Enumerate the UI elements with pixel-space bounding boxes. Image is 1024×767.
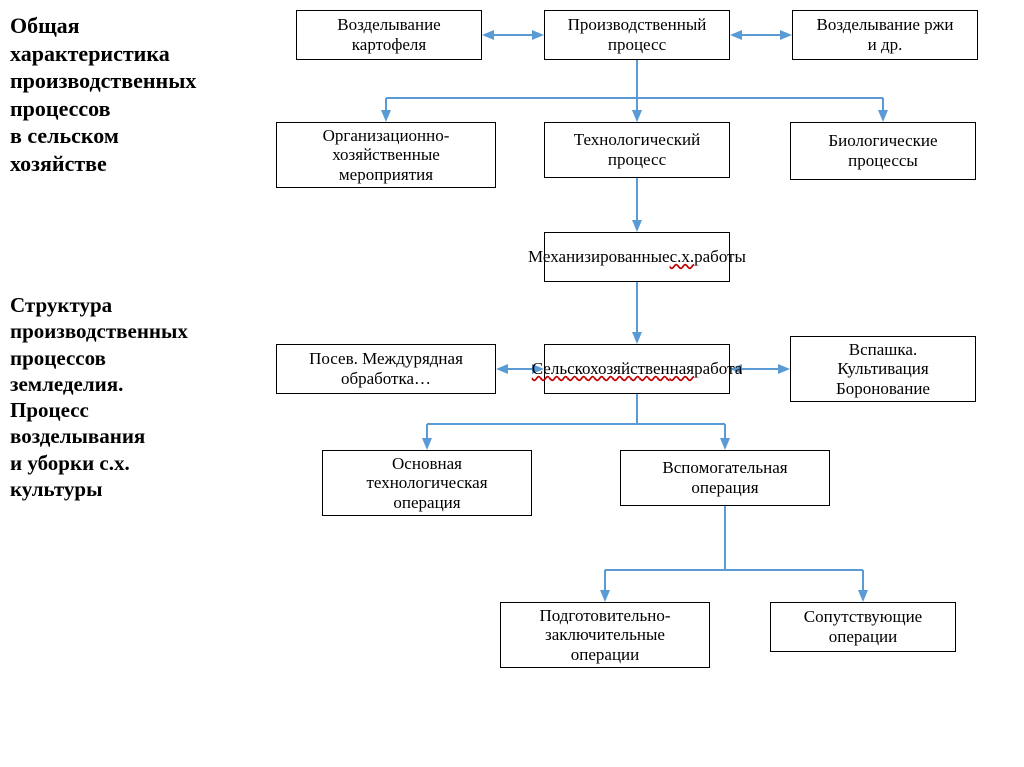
flow-node-aux_op: Вспомогательнаяоперация bbox=[620, 450, 830, 506]
flow-node-tech_proc: Технологическийпроцесс bbox=[544, 122, 730, 178]
side-heading: Структурапроизводственныхпроцессовземлед… bbox=[10, 292, 210, 502]
side-heading: Общая характеристикапроизводственныхпроц… bbox=[10, 12, 210, 177]
flow-node-org_econ: Организационно-хозяйственныемероприятия bbox=[276, 122, 496, 188]
flow-node-potato: Возделываниекартофеля bbox=[296, 10, 482, 60]
flow-node-prep_op: Подготовительно-заключительныеоперации bbox=[500, 602, 710, 668]
flow-node-prod_proc: Производственныйпроцесс bbox=[544, 10, 730, 60]
flow-node-agri_work: Сельскохозяйственная работа bbox=[544, 344, 730, 394]
flow-node-mech: Механизированныес.х. работы bbox=[544, 232, 730, 282]
diagram-canvas: Общая характеристикапроизводственныхпроц… bbox=[0, 0, 1024, 767]
flow-node-sowing: Посев. Междуряднаяобработка… bbox=[276, 344, 496, 394]
flow-node-accomp_op: Сопутствующиеоперации bbox=[770, 602, 956, 652]
flow-node-plow: Вспашка.КультивацияБоронование bbox=[790, 336, 976, 402]
flow-node-bio_proc: Биологическиепроцессы bbox=[790, 122, 976, 180]
flow-node-main_op: Основнаятехнологическаяоперация bbox=[322, 450, 532, 516]
flow-node-rye: Возделывание ржии др. bbox=[792, 10, 978, 60]
